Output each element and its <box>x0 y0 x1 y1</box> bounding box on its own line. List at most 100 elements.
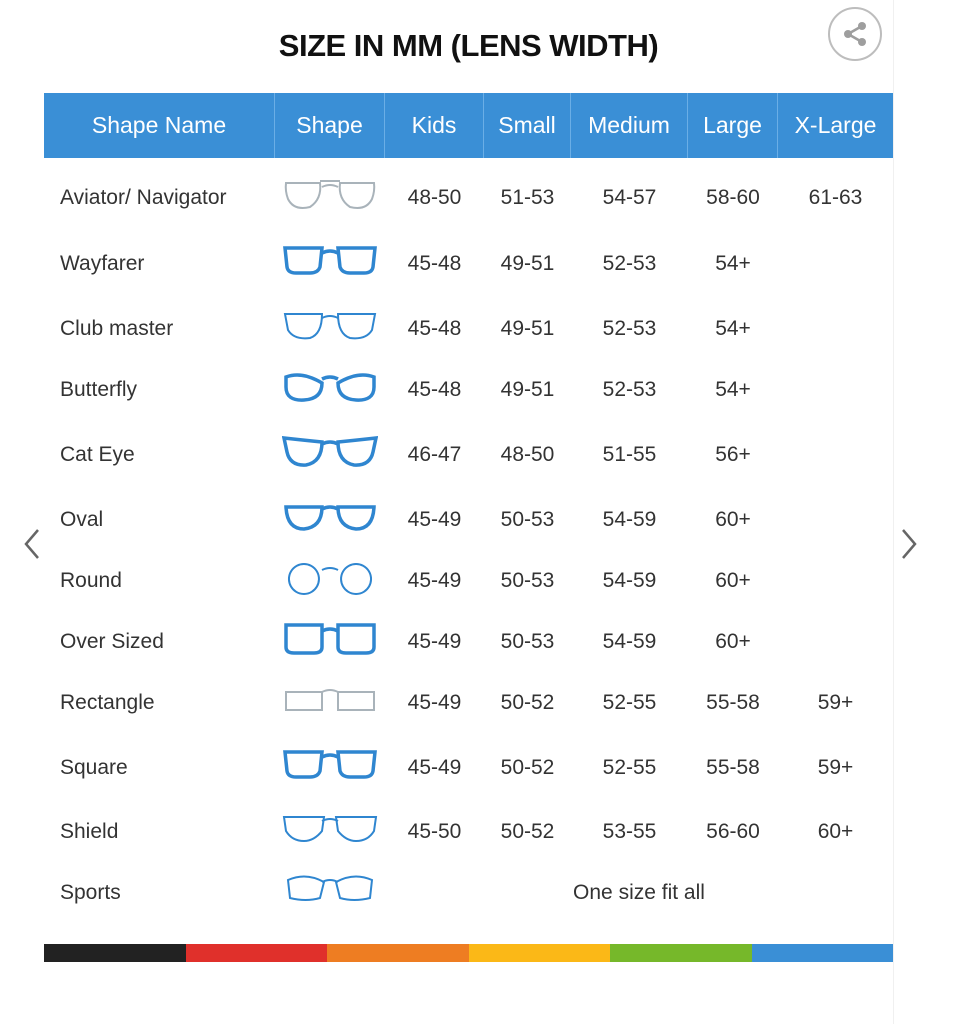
stripe-red <box>185 944 327 962</box>
size-small: 49-51 <box>500 317 555 340</box>
chevron-left-icon[interactable] <box>20 526 44 562</box>
table-header: Shape Name Shape Kids Small Medium Large… <box>44 93 893 158</box>
col-large: Large <box>688 93 778 158</box>
shape-name: Cat Eye <box>60 443 135 466</box>
size-kids: 45-48 <box>407 317 462 340</box>
size-large: 56-60 <box>706 820 760 843</box>
shape-name: Oval <box>60 508 104 531</box>
size-large: 54+ <box>715 252 751 275</box>
table-row: Oval 45-49 50-53 54-59 60+ <box>44 495 893 545</box>
size-small: 50-52 <box>500 820 555 843</box>
size-medium: 52-53 <box>602 317 657 340</box>
size-large: 54+ <box>715 317 751 340</box>
cateye-glasses-icon <box>275 434 385 476</box>
size-medium: 54-57 <box>602 186 657 209</box>
size-small: 51-53 <box>500 186 555 209</box>
size-large: 60+ <box>715 630 751 653</box>
stripe-black <box>44 944 186 962</box>
size-large: 54+ <box>715 378 751 401</box>
size-small: 49-51 <box>500 378 555 401</box>
col-x-large: X-Large <box>794 112 877 138</box>
size-large: 58-60 <box>706 186 760 209</box>
stripe-blue <box>751 944 893 962</box>
size-medium: 54-59 <box>602 569 657 592</box>
page-title: SIZE IN MM (LENS WIDTH) <box>278 28 659 63</box>
shape-name: Club master <box>60 317 174 340</box>
size-small: 50-53 <box>500 508 555 531</box>
size-kids: 45-48 <box>407 378 462 401</box>
butterfly-glasses-icon <box>275 369 385 411</box>
shape-name: Butterfly <box>60 378 138 401</box>
table-row: Butterfly 45-48 49-51 52-53 54+ <box>44 365 893 415</box>
share-icon <box>844 22 866 46</box>
size-medium: 52-53 <box>602 378 657 401</box>
table-row: Rectangle 45-49 50-52 52-55 55-58 59+ <box>44 678 893 728</box>
col-shape: Shape <box>275 93 385 158</box>
size-kids: 45-49 <box>407 630 462 653</box>
size-large: 60+ <box>715 569 751 592</box>
size-note: One size fit all <box>573 881 705 904</box>
clubmaster-glasses-icon <box>275 308 385 350</box>
size-small: 50-52 <box>500 691 555 714</box>
shape-name: Rectangle <box>60 691 155 714</box>
aviator-glasses-icon <box>275 177 385 219</box>
size-medium: 51-55 <box>602 443 657 466</box>
size-kids: 45-50 <box>407 820 462 843</box>
share-button[interactable] <box>828 7 882 61</box>
table-row: Sports One size fit all <box>44 868 893 918</box>
size-medium: 54-59 <box>602 630 657 653</box>
shape-name: Square <box>60 756 128 779</box>
size-medium: 52-53 <box>602 252 657 275</box>
size-kids: 45-49 <box>407 691 462 714</box>
square-glasses-icon <box>275 747 385 789</box>
sports-glasses-icon <box>275 872 385 914</box>
size-kids: 48-50 <box>407 186 462 209</box>
col-kids: Kids <box>385 93 484 158</box>
size-small: 50-53 <box>500 569 555 592</box>
table-row: Club master 45-48 49-51 52-53 54+ <box>44 304 893 354</box>
size-medium: 54-59 <box>602 508 657 531</box>
page-edge <box>893 0 957 1024</box>
stripe-orange <box>327 944 469 962</box>
shape-name: Shield <box>60 820 119 843</box>
chevron-right-icon[interactable] <box>897 526 921 562</box>
oversized-glasses-icon <box>275 621 385 663</box>
round-glasses-icon <box>275 560 385 602</box>
wayfarer-glasses-icon <box>275 243 385 285</box>
table-row: Cat Eye 46-47 48-50 51-55 56+ <box>44 430 893 480</box>
stripe-green <box>610 944 752 962</box>
size-kids: 45-49 <box>407 508 462 531</box>
size-large: 60+ <box>715 508 751 531</box>
size-x-large: 59+ <box>817 756 854 779</box>
shape-name: Sports <box>60 881 121 904</box>
table-row: Round 45-49 50-53 54-59 60+ <box>44 556 893 606</box>
size-kids: 45-48 <box>407 252 462 275</box>
table-row: Shield 45-50 50-52 53-55 56-60 60+ <box>44 807 893 857</box>
shape-name: Wayfarer <box>60 252 145 275</box>
size-medium: 52-55 <box>602 691 657 714</box>
shield-glasses-icon <box>275 811 385 853</box>
oval-glasses-icon <box>275 499 385 541</box>
size-kids: 46-47 <box>407 443 462 466</box>
table-row: Wayfarer 45-48 49-51 52-53 54+ <box>44 239 893 289</box>
size-x-large: 61-63 <box>808 186 863 209</box>
size-medium: 53-55 <box>602 820 657 843</box>
size-kids: 45-49 <box>407 756 462 779</box>
shape-name: Round <box>60 569 122 592</box>
size-small: 50-53 <box>500 630 555 653</box>
size-large: 55-58 <box>706 756 760 779</box>
shape-name: Over Sized <box>60 630 164 653</box>
stripe-yellow <box>468 944 610 962</box>
size-small: 50-52 <box>500 756 555 779</box>
size-x-large: 59+ <box>817 691 854 714</box>
col-small: Small <box>484 93 571 158</box>
size-x-large: 60+ <box>817 820 854 843</box>
size-small: 49-51 <box>500 252 555 275</box>
col-medium: Medium <box>571 93 688 158</box>
table-row: Square 45-49 50-52 52-55 55-58 59+ <box>44 743 893 793</box>
col-shape-name: Shape Name <box>44 93 275 158</box>
size-small: 48-50 <box>500 443 555 466</box>
table-row: Over Sized 45-49 50-53 54-59 60+ <box>44 617 893 667</box>
rectangle-glasses-icon <box>275 682 385 724</box>
shape-name: Aviator/ Navigator <box>60 186 227 209</box>
